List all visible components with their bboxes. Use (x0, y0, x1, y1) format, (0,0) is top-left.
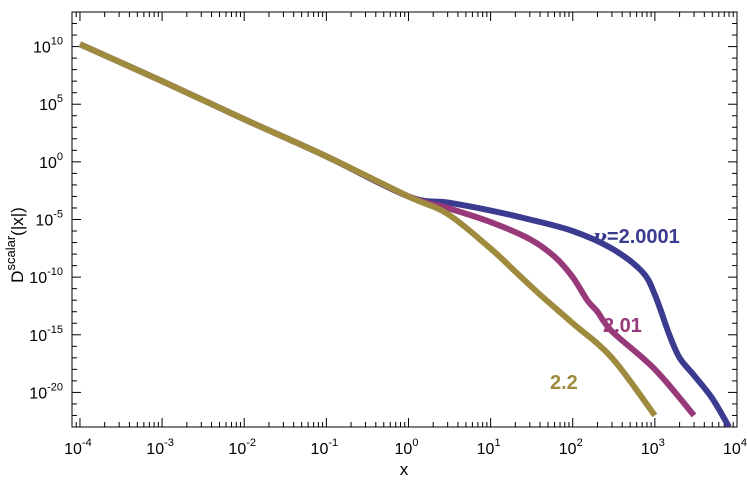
y-axis-label-sup: scalar (3, 235, 18, 270)
x-tick-label: 100 (395, 437, 419, 458)
tick-labels: 10-4 10-3 10-2 10-1 100 101 102 103 104 1010 105 10… (29, 36, 747, 458)
series-lines (78, 41, 732, 427)
x-tick-label: 10-3 (146, 437, 174, 458)
y-tick-label: 10-10 (29, 266, 63, 287)
y-axis-label: Dscalar(|x|) (3, 207, 27, 283)
y-tick-label: 1010 (33, 36, 63, 57)
series-label-2-2: 2.2 (550, 372, 578, 394)
x-tick-label: 102 (559, 437, 583, 458)
y-tick-label: 100 (39, 151, 63, 172)
plot-border (71, 11, 738, 428)
series-line-2 (78, 41, 658, 418)
x-axis-label: x (400, 460, 409, 479)
y-tick-label: 105 (39, 93, 63, 114)
y-tick-label: 10-5 (35, 209, 63, 230)
y-tick-label: 10-20 (29, 381, 63, 402)
series-label-2-0001: ν=2.0001 (593, 224, 680, 248)
y-axis-label-tail: (|x|) (8, 207, 27, 236)
axis-ticks (71, 11, 738, 428)
x-tick-label: 104 (723, 437, 747, 458)
svg-text:Dscalar(|x|): Dscalar(|x|) (3, 207, 27, 283)
y-tick-label: 10-15 (29, 324, 63, 345)
plot-frame (71, 11, 738, 428)
x-tick-label: 10-2 (228, 437, 256, 458)
x-tick-label: 10-4 (64, 437, 92, 458)
x-tick-label: 10-1 (311, 437, 339, 458)
series-label-2-01: 2.01 (603, 315, 642, 337)
x-tick-label: 103 (641, 437, 665, 458)
x-tick-label: 101 (477, 437, 501, 458)
y-axis-label-main: D (8, 271, 27, 283)
